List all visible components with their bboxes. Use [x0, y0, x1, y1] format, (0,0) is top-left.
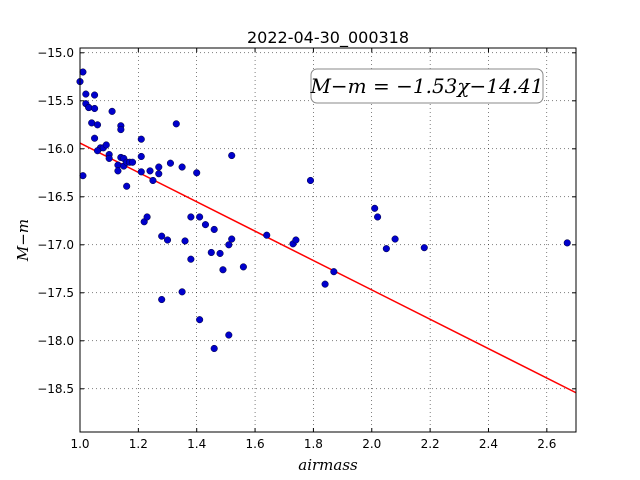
data-point [210, 344, 218, 353]
data-point [91, 91, 99, 99]
data-point [93, 121, 102, 129]
data-point [371, 204, 379, 212]
data-point [108, 107, 116, 115]
plot-frame [79, 47, 577, 433]
y-axis-label: M−m [14, 219, 32, 262]
x-tick-label: 1.8 [304, 437, 323, 451]
y-tick-label: −18.5 [37, 382, 74, 396]
y-tick-label: −15.5 [37, 94, 74, 108]
data-point [79, 172, 87, 180]
data-point [330, 268, 338, 276]
data-point [172, 120, 180, 128]
data-point [225, 241, 233, 249]
fit-line [79, 142, 577, 394]
data-point [114, 167, 122, 175]
data-point [93, 147, 102, 155]
data-point [91, 134, 99, 142]
plot-area [80, 48, 576, 432]
data-point [82, 90, 90, 98]
ticks [79, 48, 576, 432]
fit-line-group [79, 142, 577, 394]
data-point [382, 245, 390, 253]
data-point [137, 135, 145, 143]
data-point [306, 176, 315, 185]
data-point [219, 266, 227, 274]
data-point [225, 331, 233, 339]
x-tick-label: 1.2 [129, 437, 148, 451]
data-point [196, 316, 204, 324]
x-tick-label: 1.0 [70, 437, 89, 451]
data-point [228, 235, 236, 243]
data-point [374, 213, 382, 221]
data-point [117, 126, 125, 134]
data-point [149, 176, 157, 185]
data-point [105, 154, 113, 162]
y-tick-label: −17.0 [37, 238, 74, 252]
data-point [79, 68, 87, 76]
y-tick-label: −16.5 [37, 190, 74, 204]
data-point [102, 141, 110, 149]
data-point [155, 163, 163, 171]
data-point [207, 248, 215, 257]
data-point [420, 244, 428, 252]
y-tick-label: −15.0 [37, 46, 74, 60]
data-point [239, 263, 247, 271]
data-point [137, 168, 145, 176]
data-points [76, 68, 571, 353]
y-tick-label: −18.0 [37, 334, 74, 348]
x-tick-label: 2.4 [479, 437, 498, 451]
data-point [166, 159, 174, 167]
data-point [181, 237, 189, 245]
data-point [137, 152, 145, 161]
x-tick-label: 2.6 [537, 437, 556, 451]
x-tick-label: 1.6 [246, 437, 265, 451]
data-point [216, 249, 224, 257]
x-tick-label: 2.2 [421, 437, 440, 451]
data-point [178, 288, 186, 296]
data-point [91, 104, 99, 113]
data-point [263, 231, 271, 239]
data-point [391, 235, 399, 243]
x-axis-label: airmass [298, 456, 358, 474]
chart-title: 2022-04-30_000318 [247, 28, 409, 48]
data-point [143, 213, 151, 221]
data-point [128, 158, 137, 166]
data-point [85, 103, 93, 112]
tick-labels: 1.0 1.2 1.4 1.6 1.8 2.0 2.2 2.4 2.6 −15.0 −15.5 −16… [37, 46, 556, 451]
data-point [292, 236, 300, 244]
data-point [178, 163, 186, 171]
data-point [158, 232, 166, 240]
data-point [563, 239, 571, 247]
data-point [321, 280, 329, 288]
data-point [187, 255, 195, 263]
data-point [228, 151, 236, 160]
data-point [155, 170, 163, 178]
annotation-box [310, 68, 544, 104]
y-tick-label: −16.0 [37, 142, 74, 156]
data-point [158, 295, 166, 304]
y-tick-label: −17.5 [37, 286, 74, 300]
data-point [123, 182, 131, 190]
x-tick-label: 2.0 [362, 437, 381, 451]
x-tick-label: 1.4 [187, 437, 206, 451]
data-point [187, 213, 195, 221]
data-point [146, 167, 154, 175]
data-point [201, 221, 210, 229]
fit-annotation: M−m = −1.53χ−14.41 [309, 74, 543, 98]
data-point [196, 213, 204, 221]
data-point [163, 236, 172, 244]
data-point [210, 225, 218, 233]
data-point [193, 169, 201, 177]
